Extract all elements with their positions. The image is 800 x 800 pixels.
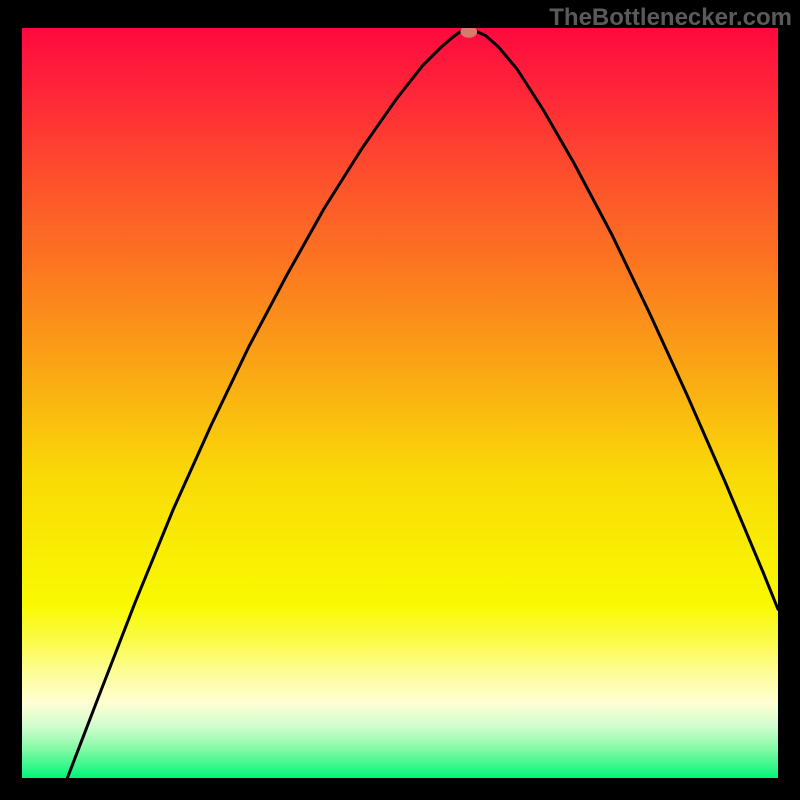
chart-background: [22, 28, 778, 778]
watermark-text: TheBottlenecker.com: [549, 4, 792, 32]
plot-area: [22, 28, 778, 778]
chart-frame: TheBottlenecker.com: [0, 0, 800, 800]
chart-svg: [22, 28, 778, 778]
